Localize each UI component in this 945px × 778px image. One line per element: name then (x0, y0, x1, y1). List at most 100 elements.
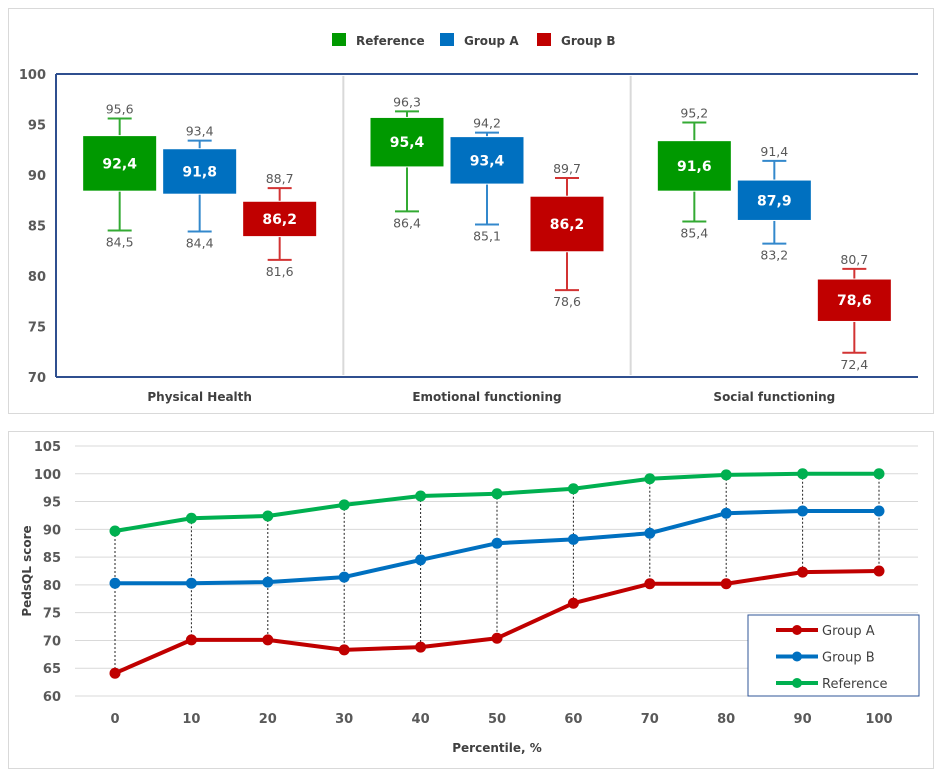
min-label: 86,4 (393, 215, 421, 230)
legend-label: Group B (822, 651, 875, 666)
line-chart-frame (8, 431, 934, 769)
median-label: 87,9 (757, 193, 792, 209)
legend-swatch (332, 33, 346, 46)
max-label: 80,7 (840, 252, 868, 267)
legend-swatch (537, 33, 551, 46)
max-label: 91,4 (760, 144, 788, 159)
y-tick-label: 90 (43, 523, 61, 538)
line-axes: 60 65 70 75 80 85 90 95 100 105 0 10 20 30 40 50 60 70 80 9… (20, 440, 893, 755)
data-point (109, 525, 121, 537)
min-label: 72,4 (840, 357, 868, 372)
median-label: 92,4 (102, 156, 137, 172)
data-point (415, 641, 427, 653)
y-tick-label: 85 (43, 551, 61, 566)
max-label: 94,2 (473, 116, 501, 131)
box-reference: 95,4 96,3 86,4 (369, 94, 445, 230)
box-group-b: 78,6 80,7 72,4 (816, 252, 892, 372)
series-group-a (109, 565, 885, 679)
x-tick-label: 30 (335, 712, 353, 727)
legend-label: Reference (822, 677, 887, 692)
category-label: Emotional functioning (412, 390, 561, 404)
box-reference: 91,6 95,2 85,4 (656, 105, 732, 240)
y-tick-label: 70 (43, 634, 61, 649)
data-point (109, 667, 121, 679)
data-point (338, 499, 350, 511)
data-point (338, 571, 350, 583)
data-point (338, 644, 350, 656)
category-label: Social functioning (713, 390, 835, 404)
box-rect (369, 116, 445, 168)
box-group-a: 93,4 94,2 85,1 (449, 116, 525, 243)
data-point (185, 634, 197, 646)
data-point (262, 576, 274, 588)
data-point (644, 527, 656, 539)
legend-marker (792, 625, 802, 635)
box-rect (529, 195, 605, 253)
y-tick-label: 90 (28, 169, 46, 184)
series-group-b (109, 505, 885, 589)
box-group-b: 86,2 88,7 81,6 (242, 171, 318, 279)
line-series (109, 468, 885, 679)
min-label: 84,4 (186, 236, 214, 251)
box-axes: 70 75 80 85 90 95 100 Physical Health Emotional … (19, 68, 918, 404)
box-group-a: 87,9 91,4 83,2 (736, 144, 812, 263)
y-tick-label: 85 (28, 220, 46, 235)
median-label: 86,2 (550, 217, 585, 233)
box-group-b: 86,2 89,7 78,6 (529, 161, 605, 309)
x-tick-label: 20 (259, 712, 277, 727)
line-legend: Group A Group B Reference (747, 614, 920, 697)
box-rect (162, 148, 238, 195)
max-label: 96,3 (393, 94, 421, 109)
data-point (873, 468, 885, 480)
median-label: 91,6 (677, 159, 712, 175)
data-point (415, 554, 427, 566)
box-reference: 92,4 95,6 84,5 (82, 101, 158, 250)
box-group-a: 91,8 93,4 84,4 (162, 124, 238, 251)
data-point (720, 507, 732, 519)
y-tick-label: 80 (28, 270, 46, 285)
data-point (491, 537, 503, 549)
max-label: 95,6 (106, 101, 134, 116)
legend-label: Reference (356, 34, 425, 48)
min-label: 78,6 (553, 294, 581, 309)
data-point (415, 490, 427, 502)
box-legend: Reference Group A Group B (332, 33, 615, 48)
data-point (644, 578, 656, 590)
data-point (109, 577, 121, 589)
min-label: 85,4 (680, 225, 708, 240)
legend-label: Group A (822, 624, 875, 639)
max-label: 88,7 (266, 171, 294, 186)
y-tick-label: 95 (28, 119, 46, 134)
data-point (567, 597, 579, 609)
data-point (185, 577, 197, 589)
legend-swatch (440, 33, 454, 46)
box-rect (656, 140, 732, 192)
data-point (491, 488, 503, 500)
y-tick-label: 95 (43, 496, 61, 511)
data-point (720, 578, 732, 590)
data-point (262, 510, 274, 522)
data-point (873, 565, 885, 577)
y-axis-title: PedsQL score (20, 525, 34, 616)
box-rect (736, 179, 812, 221)
y-tick-label: 100 (19, 68, 46, 83)
box-plot-chart: Reference Group A Group B 70 75 80 85 90 95 100 P… (19, 33, 918, 404)
min-label: 85,1 (473, 228, 501, 243)
x-axis-title: Percentile, % (452, 741, 542, 755)
box-marks: 92,4 95,6 84,5 91,8 93,4 84,4 86,2 88,7 81,6 95,4… (82, 94, 892, 372)
data-point (644, 473, 656, 485)
median-label: 91,8 (182, 164, 217, 180)
x-tick-label: 70 (641, 712, 659, 727)
y-tick-label: 75 (28, 321, 46, 336)
x-tick-label: 100 (865, 712, 892, 727)
box-rect (82, 135, 158, 192)
legend-marker (792, 678, 802, 688)
category-label: Physical Health (147, 390, 252, 404)
legend-label: Group B (561, 34, 615, 48)
box-rect (816, 278, 892, 322)
x-tick-label: 50 (488, 712, 506, 727)
x-tick-label: 0 (110, 712, 119, 727)
x-tick-label: 90 (794, 712, 812, 727)
data-point (797, 566, 809, 578)
data-point (797, 505, 809, 517)
